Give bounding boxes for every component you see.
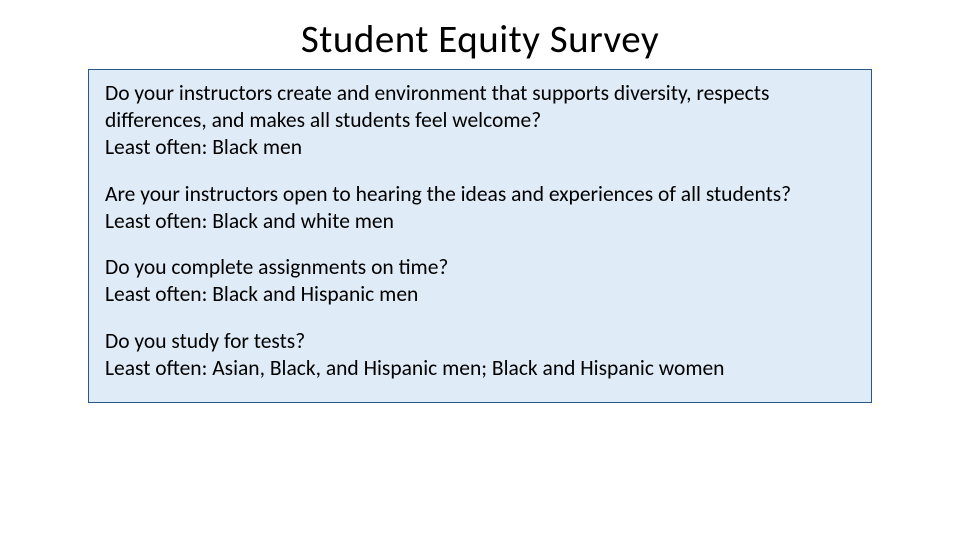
answer-label: Least often: — [105, 355, 212, 381]
slide-title: Student Equity Survey — [88, 16, 872, 63]
answer-line: Least often: Asian, Black, and Hispanic … — [105, 355, 855, 382]
answer-line: Least often: Black and Hispanic men — [105, 281, 855, 308]
question-text: Do you complete assignments on time? — [105, 254, 855, 281]
question-text: Are your instructors open to hearing the… — [105, 181, 855, 208]
answer-line: Least often: Black and white men — [105, 208, 855, 235]
qa-item: Do your instructors create and environme… — [105, 80, 855, 161]
answer-line: Least often: Black men — [105, 134, 855, 161]
slide-container: Student Equity Survey Do your instructor… — [0, 0, 960, 540]
answer-value: Asian, Black, and Hispanic men; Black an… — [212, 355, 724, 381]
answer-label: Least often: — [105, 134, 212, 160]
answer-value: Black men — [212, 134, 302, 160]
qa-item: Do you study for tests? Least often: Asi… — [105, 328, 855, 382]
answer-value: Black and Hispanic men — [212, 281, 418, 307]
answer-value: Black and white men — [212, 208, 394, 234]
answer-label: Least often: — [105, 208, 212, 234]
qa-item: Do you complete assignments on time? Lea… — [105, 254, 855, 308]
question-text: Do you study for tests? — [105, 328, 855, 355]
content-box: Do your instructors create and environme… — [88, 69, 872, 403]
answer-label: Least often: — [105, 281, 212, 307]
qa-item: Are your instructors open to hearing the… — [105, 181, 855, 235]
question-text: Do your instructors create and environme… — [105, 80, 855, 134]
